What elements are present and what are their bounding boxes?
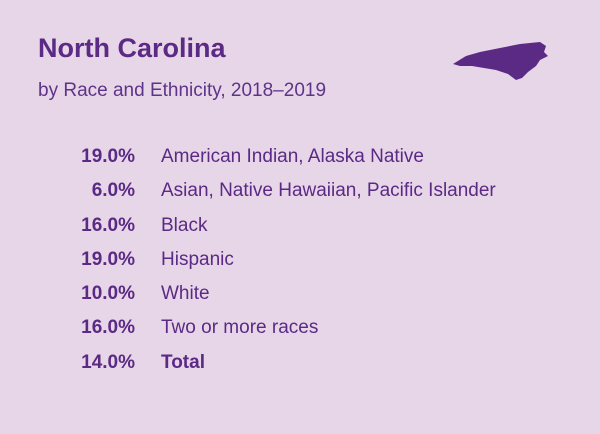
group-label: Asian, Native Hawaiian, Pacific Islander [161,180,496,202]
group-label: Hispanic [161,248,234,270]
percent: 19.0% [81,146,135,167]
table-row: 14.0% Total [0,352,600,386]
group-label: White [161,283,210,305]
percent: 16.0% [81,214,135,236]
title: North Carolina [38,33,226,63]
group-label: Total [161,351,205,373]
table-row: 6.0% Asian, Native Hawaiian, Pacific Isla… [0,180,600,214]
group-label: Two or more races [161,317,319,339]
table: 19.0% American Indian, Alaska Native 6.0% A… [0,146,600,386]
table-row: 19.0% American Indian, Alaska Native [0,146,600,180]
percent: 19.0% [81,248,135,270]
table-row: 10.0% White [0,283,600,317]
subtitle: by Race and Ethnicity, 2018–2019 [38,80,327,101]
table-row: 16.0% Two or more races [0,317,600,351]
group-label: American Indian, Alaska Native [161,146,424,167]
percent: 14.0% [81,351,135,373]
percent: 16.0% [81,317,135,339]
table-row: 16.0% Black [0,215,600,249]
group-label: Black [161,214,208,236]
table-row: 19.0% Hispanic [0,249,600,283]
percent: 10.0% [81,283,135,305]
percent: 6.0% [91,180,135,202]
state-outline [453,42,548,80]
